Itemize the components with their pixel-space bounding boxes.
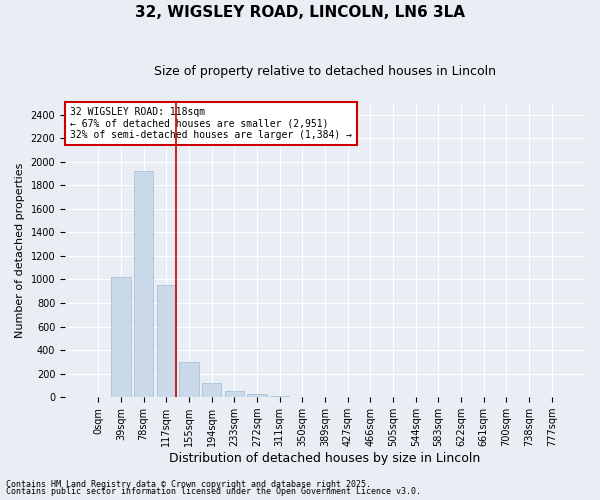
Bar: [179, 362, 199, 397]
Y-axis label: Number of detached properties: Number of detached properties: [15, 162, 25, 338]
Bar: [112, 277, 131, 397]
Bar: [89, 396, 108, 397]
Text: Contains HM Land Registry data © Crown copyright and database right 2025.: Contains HM Land Registry data © Crown c…: [6, 480, 371, 489]
Text: 32 WIGSLEY ROAD: 118sqm
← 67% of detached houses are smaller (2,951)
32% of semi: 32 WIGSLEY ROAD: 118sqm ← 67% of detache…: [70, 107, 352, 140]
X-axis label: Distribution of detached houses by size in Lincoln: Distribution of detached houses by size …: [169, 452, 481, 465]
Title: Size of property relative to detached houses in Lincoln: Size of property relative to detached ho…: [154, 65, 496, 78]
Bar: [247, 394, 266, 397]
Bar: [134, 171, 153, 397]
Text: Contains public sector information licensed under the Open Government Licence v3: Contains public sector information licen…: [6, 488, 421, 496]
Bar: [270, 396, 289, 397]
Bar: [224, 390, 244, 397]
Bar: [157, 286, 176, 397]
Text: 32, WIGSLEY ROAD, LINCOLN, LN6 3LA: 32, WIGSLEY ROAD, LINCOLN, LN6 3LA: [135, 5, 465, 20]
Bar: [202, 383, 221, 397]
